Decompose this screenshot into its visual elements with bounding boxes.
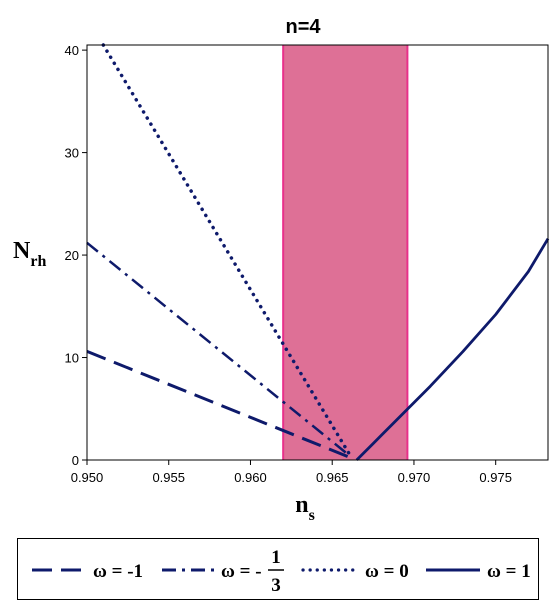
chart-canvas: n=4 0.950 0.955 0.960 0.965 0.970 0.975 0 10 20… (13, 16, 550, 524)
chart-title: n=4 (285, 16, 321, 38)
x-axis-ticks: 0.950 0.955 0.960 0.965 0.970 0.975 (71, 460, 512, 485)
series-line-dashed (86, 350, 350, 459)
x-tick-label: 0.965 (316, 470, 349, 485)
y-axis-label-subscript: rh (30, 253, 46, 270)
legend-canvas: ω = -1 ω = - 1 3 ω = 0 ω = 1 (32, 547, 531, 596)
legend-label-omega-minus-third: ω = - (221, 561, 262, 582)
legend-fraction-numerator: 1 (271, 547, 281, 568)
series-layer (86, 43, 550, 461)
x-axis-label-main: n (295, 492, 308, 518)
y-tick-label: 30 (65, 146, 79, 161)
y-axis-label: Nrh (13, 238, 46, 270)
y-tick-label: 20 (65, 248, 79, 263)
x-axis-label: ns (295, 492, 315, 524)
legend-label-omega-minus-1: ω = -1 (93, 561, 143, 582)
y-tick-label: 10 (65, 351, 79, 366)
y-axis-label-main: N (13, 238, 31, 264)
legend: ω = -1 ω = - 1 3 ω = 0 ω = 1 (17, 538, 539, 600)
series-line-dotted (101, 43, 351, 455)
x-tick-label: 0.955 (152, 470, 185, 485)
legend-label-omega-1: ω = 1 (487, 561, 531, 582)
x-tick-label: 0.975 (479, 470, 512, 485)
series-line-solid (355, 237, 550, 461)
y-tick-label: 0 (72, 453, 79, 468)
x-tick-label: 0.960 (234, 470, 267, 485)
x-axis-label-subscript: s (309, 507, 315, 524)
legend-label-omega-0: ω = 0 (365, 561, 409, 582)
legend-fraction-denominator: 3 (271, 575, 281, 596)
y-axis-ticks: 0 10 20 30 40 (65, 43, 87, 468)
plot-frame (86, 44, 549, 461)
shaded-band-layer (282, 45, 409, 460)
x-tick-label: 0.970 (398, 470, 431, 485)
y-tick-label: 40 (65, 43, 79, 58)
shaded-band (283, 45, 408, 460)
x-tick-label: 0.950 (71, 470, 104, 485)
